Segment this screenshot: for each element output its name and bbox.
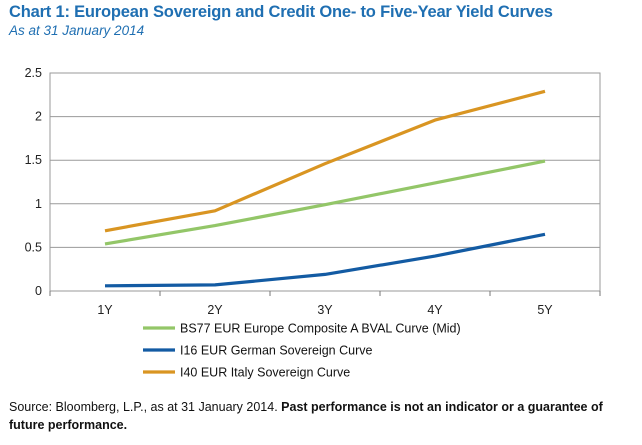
series-line-3 (104, 89, 546, 233)
y-tick-label: 2.5 (25, 66, 42, 80)
x-tick-label: 1Y (97, 303, 113, 317)
x-tick-label: 4Y (427, 303, 443, 317)
y-tick-label: 0 (35, 284, 42, 298)
series-line-1 (104, 159, 546, 246)
plot-area (49, 72, 601, 292)
chart-title: Chart 1: European Sovereign and Credit O… (9, 3, 553, 21)
legend-label-2: I16 EUR German Sovereign Curve (180, 344, 372, 358)
x-tick-label: 3Y (317, 303, 333, 317)
yield-curve-chart: 0 0.5 1 1.5 2 2.5 1Y 2Y 3Y 4Y 5Y BS77 EUR Europe Co… (25, 66, 601, 380)
chart-subtitle: As at 31 January 2014 (9, 23, 145, 38)
disclaimer-text: Past performance is not an indicator or … (9, 400, 603, 432)
y-tick-label: 0.5 (25, 240, 42, 254)
source-text: Source: Bloomberg, L.P., as at 31 Januar… (9, 400, 282, 414)
y-tick-label: 1 (35, 197, 42, 211)
x-tick-label: 2Y (207, 303, 223, 317)
source-note: Source: Bloomberg, L.P., as at 31 Januar… (9, 398, 633, 434)
x-tick-label: 5Y (537, 303, 553, 317)
series-line-2 (104, 232, 546, 288)
y-tick-label: 2 (35, 110, 42, 124)
y-tick-label: 1.5 (25, 153, 42, 167)
legend-label-1: BS77 EUR Europe Composite A BVAL Curve (… (180, 322, 461, 336)
legend-label-3: I40 EUR Italy Sovereign Curve (180, 366, 350, 380)
